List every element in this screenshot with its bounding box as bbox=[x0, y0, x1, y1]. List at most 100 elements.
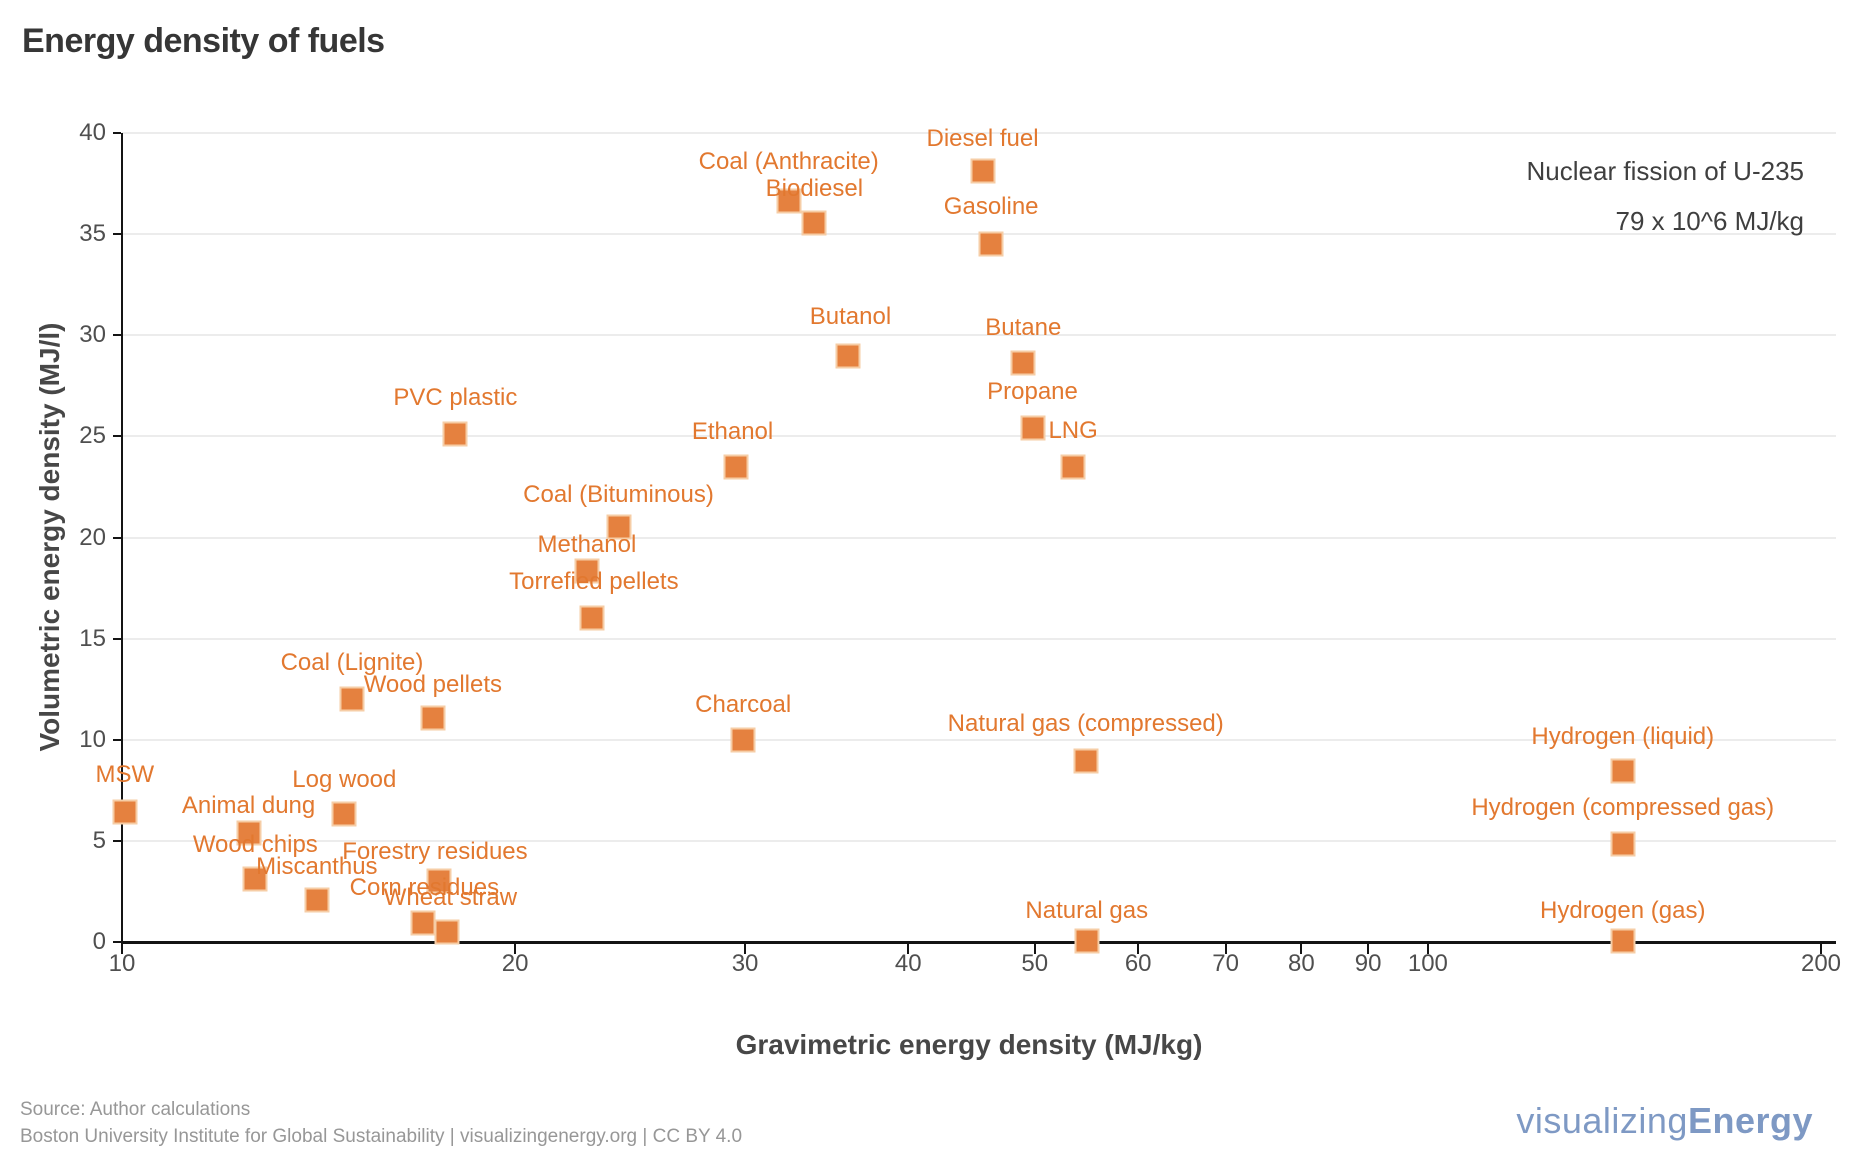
data-point-label-wood-pellets: Wood pellets bbox=[363, 670, 503, 698]
data-point-label-hydrogen-liquid: Hydrogen (liquid) bbox=[1531, 723, 1715, 751]
x-tick-mark-200 bbox=[1820, 944, 1822, 954]
y-tick-label-0: 0 bbox=[92, 928, 106, 955]
x-tick-mark-30 bbox=[744, 944, 747, 954]
data-point-label-lng: LNG bbox=[1048, 416, 1098, 444]
x-axis-title: Gravimetric energy density (MJ/kg) bbox=[735, 1029, 1203, 1060]
data-point-marker-coal-bituminous bbox=[606, 514, 631, 540]
y-tick-label-10: 10 bbox=[79, 725, 106, 753]
gridline-y-40 bbox=[122, 132, 1836, 134]
x-tick-label-70: 70 bbox=[1212, 950, 1239, 977]
x-tick-mark-100 bbox=[1426, 944, 1429, 954]
y-tick-mark-40 bbox=[113, 132, 121, 134]
y-tick-mark-10 bbox=[113, 738, 121, 741]
x-tick-label-30: 30 bbox=[731, 950, 759, 977]
data-point-label-corn-residues: Corn residues bbox=[349, 874, 500, 902]
data-point-marker-hydrogen-liquid bbox=[1610, 758, 1636, 784]
data-point-marker-propane bbox=[1020, 415, 1045, 441]
x-tick-label-80: 80 bbox=[1287, 950, 1315, 977]
data-point-marker-diesel-fuel bbox=[970, 158, 996, 184]
data-point-label-ethanol: Ethanol bbox=[691, 417, 774, 445]
y-tick-label-40: 40 bbox=[79, 119, 106, 146]
data-point-label-log-wood: Log wood bbox=[292, 765, 397, 793]
data-point-label-hydrogen-compressed-gas: Hydrogen (compressed gas) bbox=[1471, 793, 1775, 821]
source-line-1: Source: Author calculations bbox=[20, 1099, 251, 1120]
gridline-y-25 bbox=[122, 435, 1836, 438]
data-point-label-natural-gas: Natural gas bbox=[1025, 896, 1149, 924]
x-tick-label-200: 200 bbox=[1800, 950, 1842, 977]
x-tick-label-100: 100 bbox=[1407, 950, 1448, 977]
y-tick-label-20: 20 bbox=[79, 523, 106, 551]
x-tick-label-40: 40 bbox=[894, 950, 922, 977]
y-tick-mark-25 bbox=[113, 435, 121, 438]
data-point-label-butanol: Butanol bbox=[809, 303, 892, 331]
y-tick-mark-15 bbox=[113, 637, 121, 640]
x-tick-label-90: 90 bbox=[1354, 950, 1382, 977]
data-point-label-wood-chips: Wood chips bbox=[192, 831, 318, 859]
data-point-label-hydrogen-gas: Hydrogen (gas) bbox=[1540, 896, 1706, 924]
data-point-marker-natural-gas-compressed bbox=[1073, 748, 1099, 774]
data-point-label-natural-gas-compressed: Natural gas (compressed) bbox=[947, 709, 1224, 737]
data-point-marker-butanol bbox=[835, 343, 861, 369]
data-point-label-gasoline: Gasoline bbox=[943, 193, 1039, 221]
y-tick-label-30: 30 bbox=[79, 321, 106, 349]
data-point-label-msw: MSW bbox=[95, 760, 155, 788]
data-point-label-biodiesel: Biodiesel bbox=[765, 175, 864, 202]
data-point-marker-forestry-residues bbox=[410, 910, 436, 936]
data-point-marker-lng bbox=[1060, 454, 1086, 480]
data-point-marker-animal-dung bbox=[236, 820, 262, 846]
data-point-label-wheat-straw: Wheat straw bbox=[383, 883, 518, 911]
data-point-label-diesel-fuel: Diesel fuel bbox=[926, 125, 1039, 153]
data-point-label-torrefied-pellets: Torrefied pellets bbox=[509, 568, 679, 596]
data-point-marker-gasoline bbox=[978, 231, 1004, 257]
x-tick-mark-10 bbox=[121, 944, 123, 954]
x-tick-label-20: 20 bbox=[501, 950, 529, 977]
logo-bold-part: Energy bbox=[1687, 1100, 1813, 1141]
gridline-y-15 bbox=[122, 637, 1836, 640]
data-point-marker-natural-gas bbox=[1074, 928, 1100, 954]
data-point-marker-msw bbox=[112, 799, 138, 825]
y-tick-mark-20 bbox=[113, 536, 121, 539]
x-tick-label-60: 60 bbox=[1124, 950, 1152, 977]
data-point-label-propane: Propane bbox=[987, 378, 1078, 406]
y-axis-title: Volumetric energy density (MJ/l) bbox=[34, 322, 65, 752]
annotation-line-2: 79 x 10^6 MJ/kg bbox=[1615, 206, 1804, 236]
data-point-marker-wood-chips bbox=[242, 866, 268, 892]
gridline-y-30 bbox=[122, 334, 1836, 337]
data-point-label-miscanthus: Miscanthus bbox=[256, 852, 378, 880]
data-point-label-pvc-plastic: PVC plastic bbox=[393, 384, 518, 412]
x-tick-mark-50 bbox=[1033, 944, 1036, 954]
data-point-marker-log-wood bbox=[331, 801, 357, 827]
data-point-marker-hydrogen-gas bbox=[1610, 928, 1636, 954]
data-point-marker-biodiesel bbox=[801, 210, 827, 236]
gridline-y-5 bbox=[122, 839, 1836, 842]
data-point-marker-wheat-straw bbox=[434, 919, 460, 945]
x-tick-mark-20 bbox=[514, 944, 517, 954]
annotation-line-1: Nuclear fission of U-235 bbox=[1526, 156, 1804, 186]
chart-title: Energy density of fuels bbox=[22, 22, 385, 60]
data-point-marker-coal-lignite bbox=[339, 686, 365, 712]
y-tick-mark-5 bbox=[113, 839, 121, 842]
x-tick-label-10: 10 bbox=[108, 950, 136, 977]
x-tick-mark-80 bbox=[1300, 944, 1303, 954]
y-tick-mark-30 bbox=[113, 334, 121, 337]
y-axis-line bbox=[121, 133, 123, 944]
x-tick-mark-60 bbox=[1137, 944, 1140, 954]
data-point-marker-wood-pellets bbox=[420, 705, 446, 730]
y-tick-label-5: 5 bbox=[92, 826, 106, 854]
data-point-label-charcoal: Charcoal bbox=[695, 690, 792, 718]
x-tick-mark-40 bbox=[907, 944, 910, 954]
y-tick-mark-0 bbox=[113, 941, 121, 943]
x-tick-mark-90 bbox=[1367, 944, 1370, 954]
gridline-y-10 bbox=[122, 738, 1836, 741]
nuclear-fission-annotation: Nuclear fission of U-235 79 x 10^6 MJ/kg bbox=[1527, 146, 1804, 246]
y-tick-label-25: 25 bbox=[79, 422, 106, 450]
data-point-marker-charcoal bbox=[730, 727, 756, 753]
x-tick-label-50: 50 bbox=[1021, 950, 1049, 977]
y-tick-mark-35 bbox=[113, 233, 121, 236]
data-point-label-coal-bituminous: Coal (Bituminous) bbox=[523, 481, 714, 509]
data-point-label-methanol: Methanol bbox=[537, 530, 637, 558]
source-line-2: Boston University Institute for Global S… bbox=[20, 1126, 743, 1147]
y-tick-label-15: 15 bbox=[79, 624, 106, 652]
data-point-marker-miscanthus bbox=[304, 887, 330, 913]
